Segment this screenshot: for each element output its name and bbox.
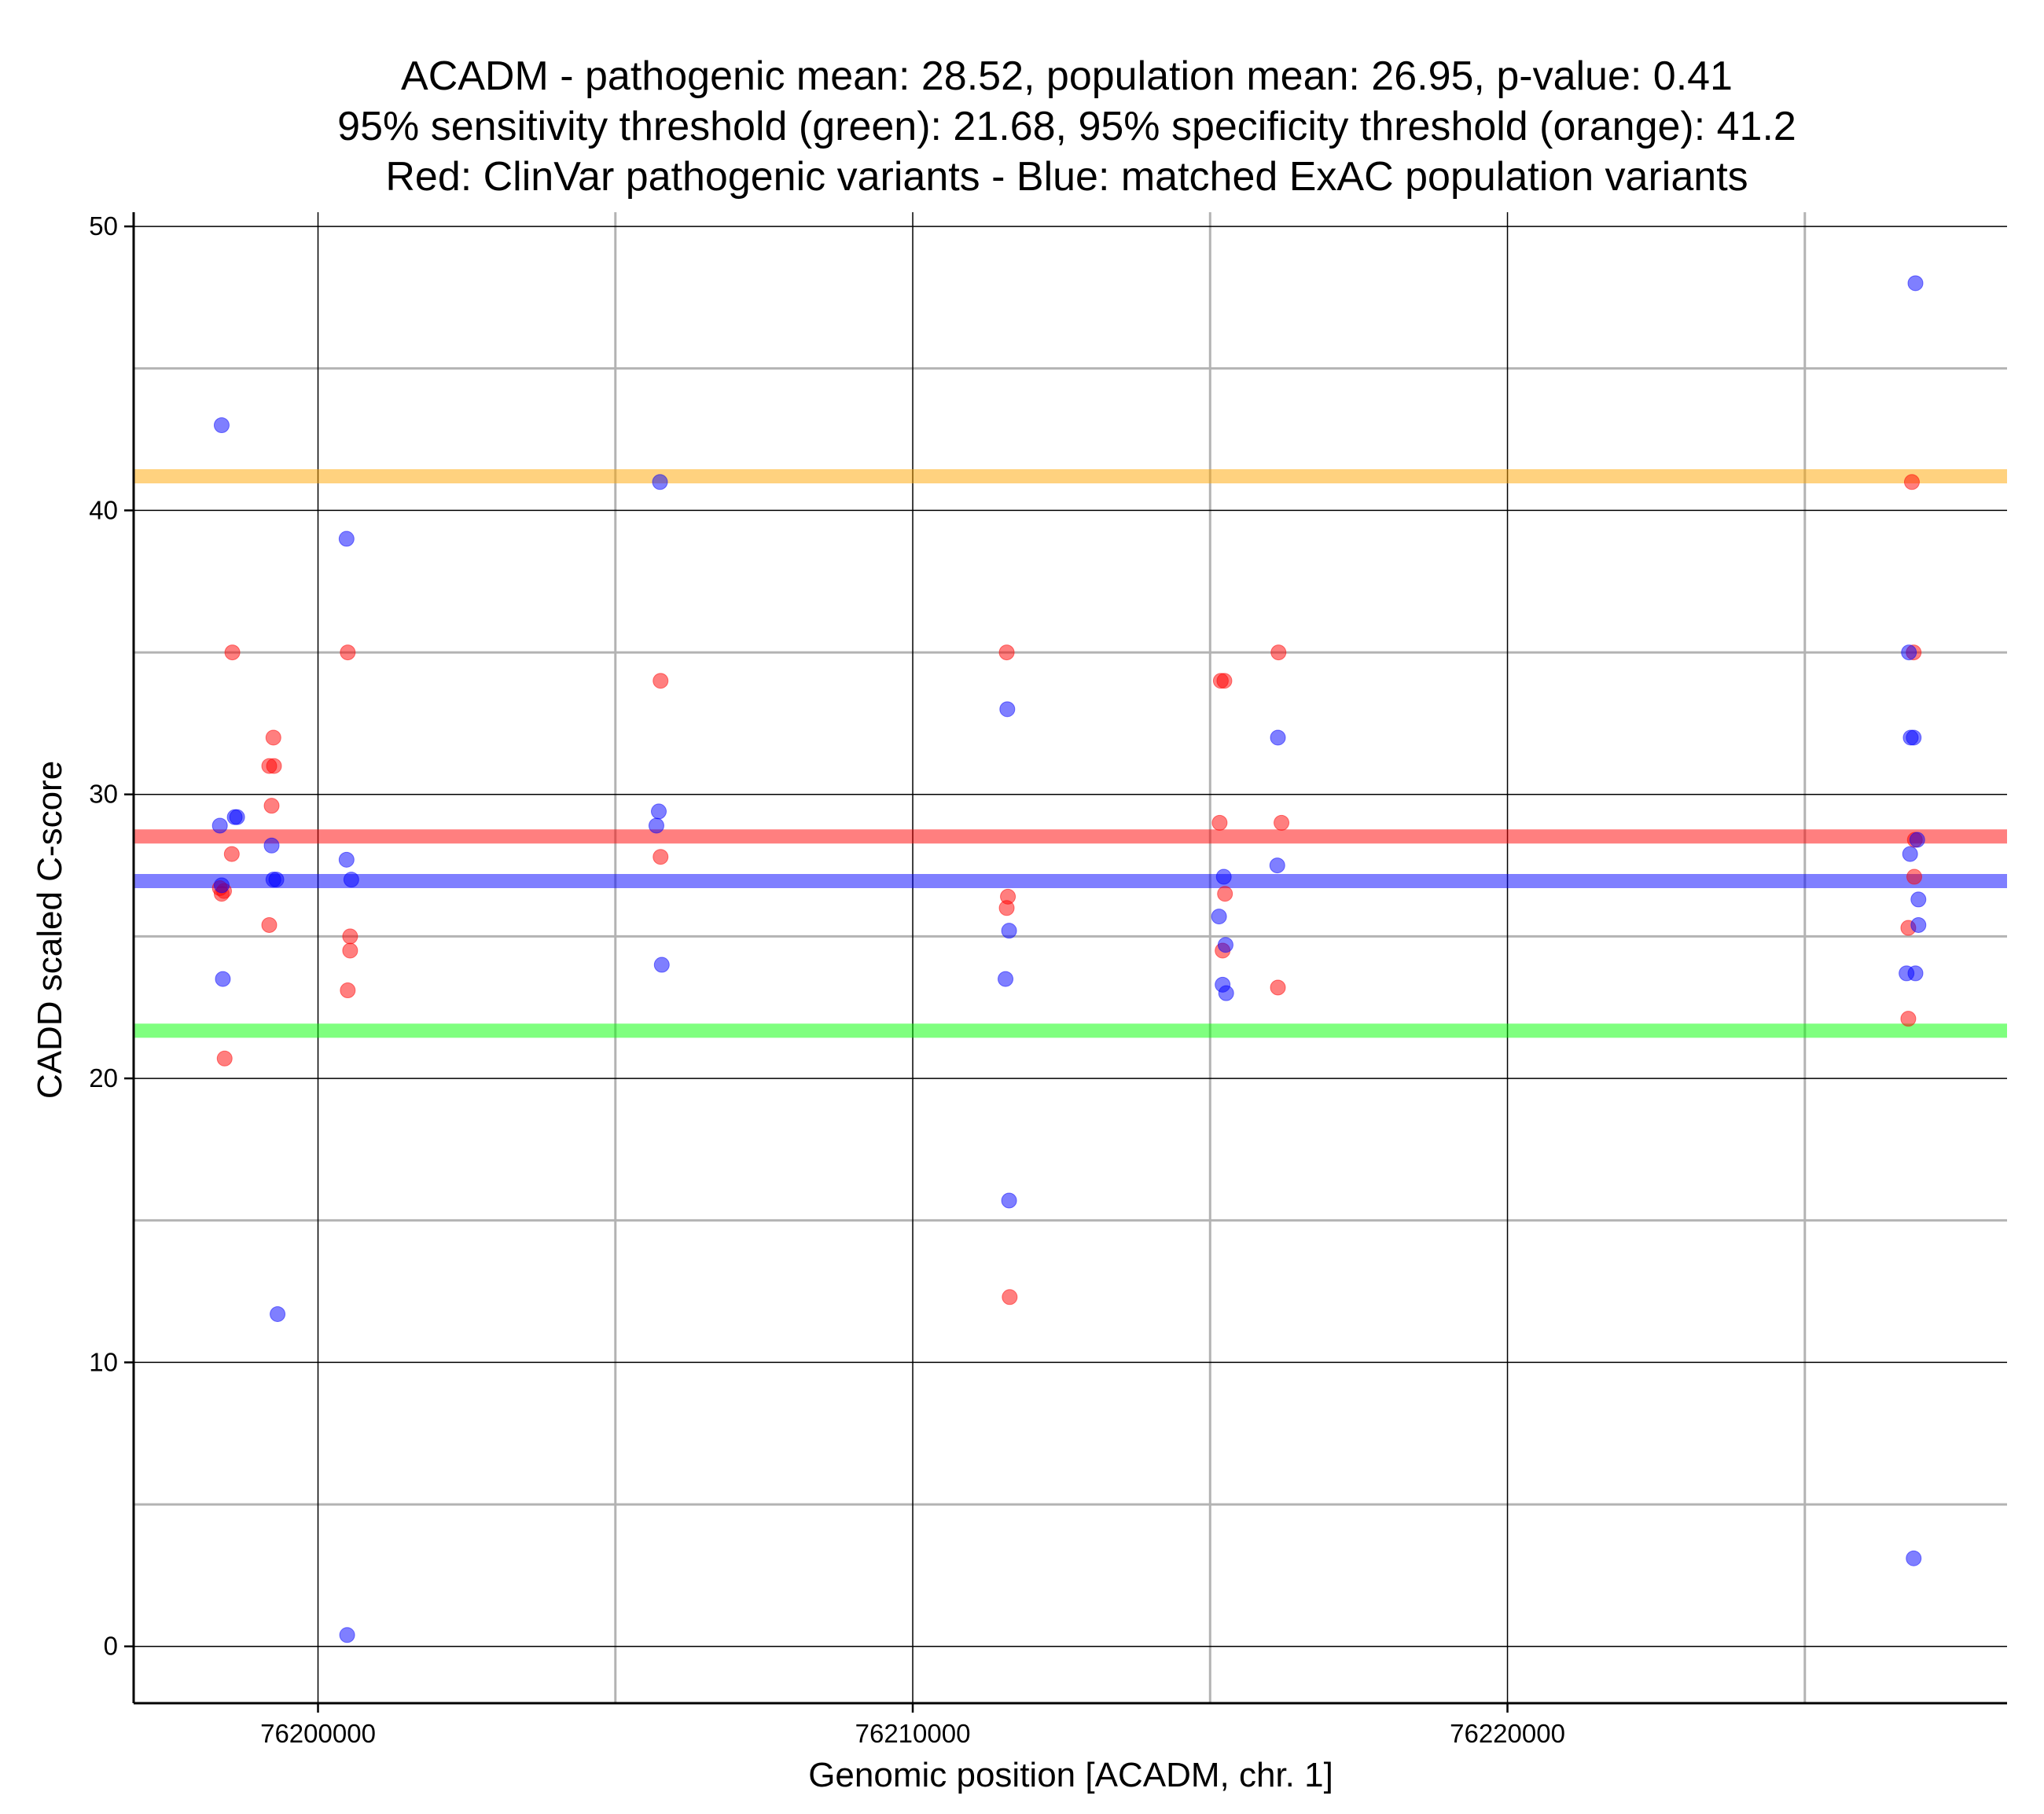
data-point bbox=[1270, 644, 1287, 661]
threshold-lines bbox=[134, 469, 2007, 1038]
data-point bbox=[1218, 985, 1234, 1001]
x-axis-ticks: 76200000 76210000 76220000 bbox=[260, 1703, 1565, 1748]
data-point bbox=[998, 900, 1015, 916]
chart-title-line-2: 95% sensitivity threshold (green): 21.68… bbox=[337, 104, 1796, 149]
data-point bbox=[1901, 644, 1917, 661]
data-point bbox=[1906, 1550, 1922, 1566]
data-point bbox=[1900, 1011, 1917, 1027]
data-point bbox=[1001, 1192, 1017, 1209]
data-point bbox=[1001, 923, 1017, 939]
data-point bbox=[343, 872, 359, 888]
data-point bbox=[263, 798, 280, 814]
data-point bbox=[653, 673, 669, 689]
data-point bbox=[229, 809, 245, 825]
y-tick-label: 20 bbox=[89, 1063, 118, 1092]
x-axis-label: Genomic position [ACADM, chr. 1] bbox=[808, 1756, 1333, 1794]
major-gridlines bbox=[134, 212, 2007, 1703]
data-point bbox=[1906, 868, 1922, 885]
data-point bbox=[211, 817, 228, 834]
data-point bbox=[1907, 275, 1924, 292]
data-point bbox=[268, 872, 285, 888]
data-point bbox=[1216, 673, 1233, 689]
y-axis-ticks: 0 10 20 30 40 50 bbox=[89, 211, 134, 1661]
data-point bbox=[1211, 909, 1227, 925]
data-point bbox=[1211, 814, 1228, 831]
data-point bbox=[342, 942, 358, 959]
data-point bbox=[998, 971, 1014, 987]
x-tick-label: 76200000 bbox=[260, 1719, 376, 1748]
chart-title-line-1: ACADM - pathogenic mean: 28.52, populati… bbox=[401, 53, 1733, 99]
data-point bbox=[1903, 474, 1920, 490]
data-point bbox=[653, 849, 669, 865]
data-point bbox=[1270, 979, 1286, 996]
data-point bbox=[1274, 814, 1290, 831]
y-axis-label: CADD scaled C-score bbox=[31, 761, 69, 1099]
data-point bbox=[1215, 868, 1232, 885]
data-point bbox=[342, 928, 358, 945]
data-point bbox=[998, 644, 1015, 661]
y-tick-label: 10 bbox=[89, 1347, 118, 1376]
data-point bbox=[340, 644, 356, 661]
y-tick-label: 40 bbox=[89, 495, 118, 524]
y-tick-label: 50 bbox=[89, 211, 118, 241]
data-point bbox=[224, 644, 241, 661]
data-point bbox=[340, 982, 356, 999]
chart-title-line-3: Red: ClinVar pathogenic variants - Blue:… bbox=[385, 154, 1748, 200]
data-point bbox=[650, 803, 667, 820]
data-point bbox=[338, 531, 355, 547]
data-point bbox=[1906, 729, 1922, 746]
data-point bbox=[1910, 891, 1927, 908]
data-points bbox=[211, 275, 1927, 1643]
x-tick-label: 76220000 bbox=[1450, 1719, 1565, 1748]
data-point bbox=[261, 916, 278, 933]
data-point bbox=[265, 729, 281, 746]
data-point bbox=[1002, 1289, 1018, 1305]
data-point bbox=[266, 758, 282, 774]
x-tick-label: 76210000 bbox=[855, 1719, 971, 1748]
data-point bbox=[653, 957, 670, 973]
data-point bbox=[648, 817, 664, 834]
data-point bbox=[1907, 965, 1924, 982]
data-point bbox=[1902, 846, 1918, 862]
data-point bbox=[338, 851, 355, 868]
data-point bbox=[1270, 729, 1286, 746]
data-point bbox=[216, 1050, 233, 1067]
data-point bbox=[213, 417, 230, 433]
data-point bbox=[223, 846, 240, 862]
data-point bbox=[1909, 832, 1925, 848]
y-tick-label: 0 bbox=[104, 1632, 118, 1661]
data-point bbox=[213, 877, 230, 894]
data-point bbox=[339, 1627, 355, 1643]
minor-gridlines bbox=[134, 212, 2007, 1703]
data-point bbox=[263, 837, 280, 854]
data-point bbox=[1217, 937, 1233, 953]
data-point bbox=[999, 701, 1016, 718]
data-point bbox=[1217, 886, 1233, 902]
data-point bbox=[270, 1305, 286, 1322]
data-point bbox=[1910, 916, 1927, 933]
data-point bbox=[1269, 857, 1285, 874]
y-tick-label: 30 bbox=[89, 780, 118, 809]
data-point bbox=[652, 474, 668, 490]
data-point bbox=[215, 971, 231, 987]
